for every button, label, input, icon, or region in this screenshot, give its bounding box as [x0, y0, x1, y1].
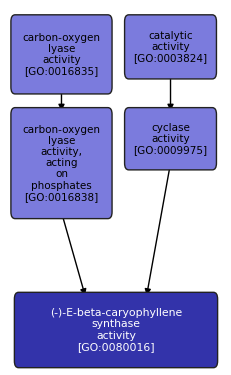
- Text: carbon-oxygen
lyase
activity
[GO:0016835]: carbon-oxygen lyase activity [GO:0016835…: [22, 33, 100, 76]
- Text: (-)-E-beta-caryophyllene
synthase
activity
[GO:0080016]: (-)-E-beta-caryophyllene synthase activi…: [50, 308, 181, 352]
- FancyBboxPatch shape: [11, 108, 112, 219]
- FancyBboxPatch shape: [124, 108, 216, 170]
- Text: cyclase
activity
[GO:0009975]: cyclase activity [GO:0009975]: [133, 123, 207, 155]
- FancyBboxPatch shape: [11, 15, 112, 94]
- Text: carbon-oxygen
lyase
activity,
acting
on
phosphates
[GO:0016838]: carbon-oxygen lyase activity, acting on …: [22, 124, 100, 202]
- Text: catalytic
activity
[GO:0003824]: catalytic activity [GO:0003824]: [133, 31, 207, 63]
- FancyBboxPatch shape: [124, 15, 216, 79]
- FancyBboxPatch shape: [14, 292, 217, 368]
